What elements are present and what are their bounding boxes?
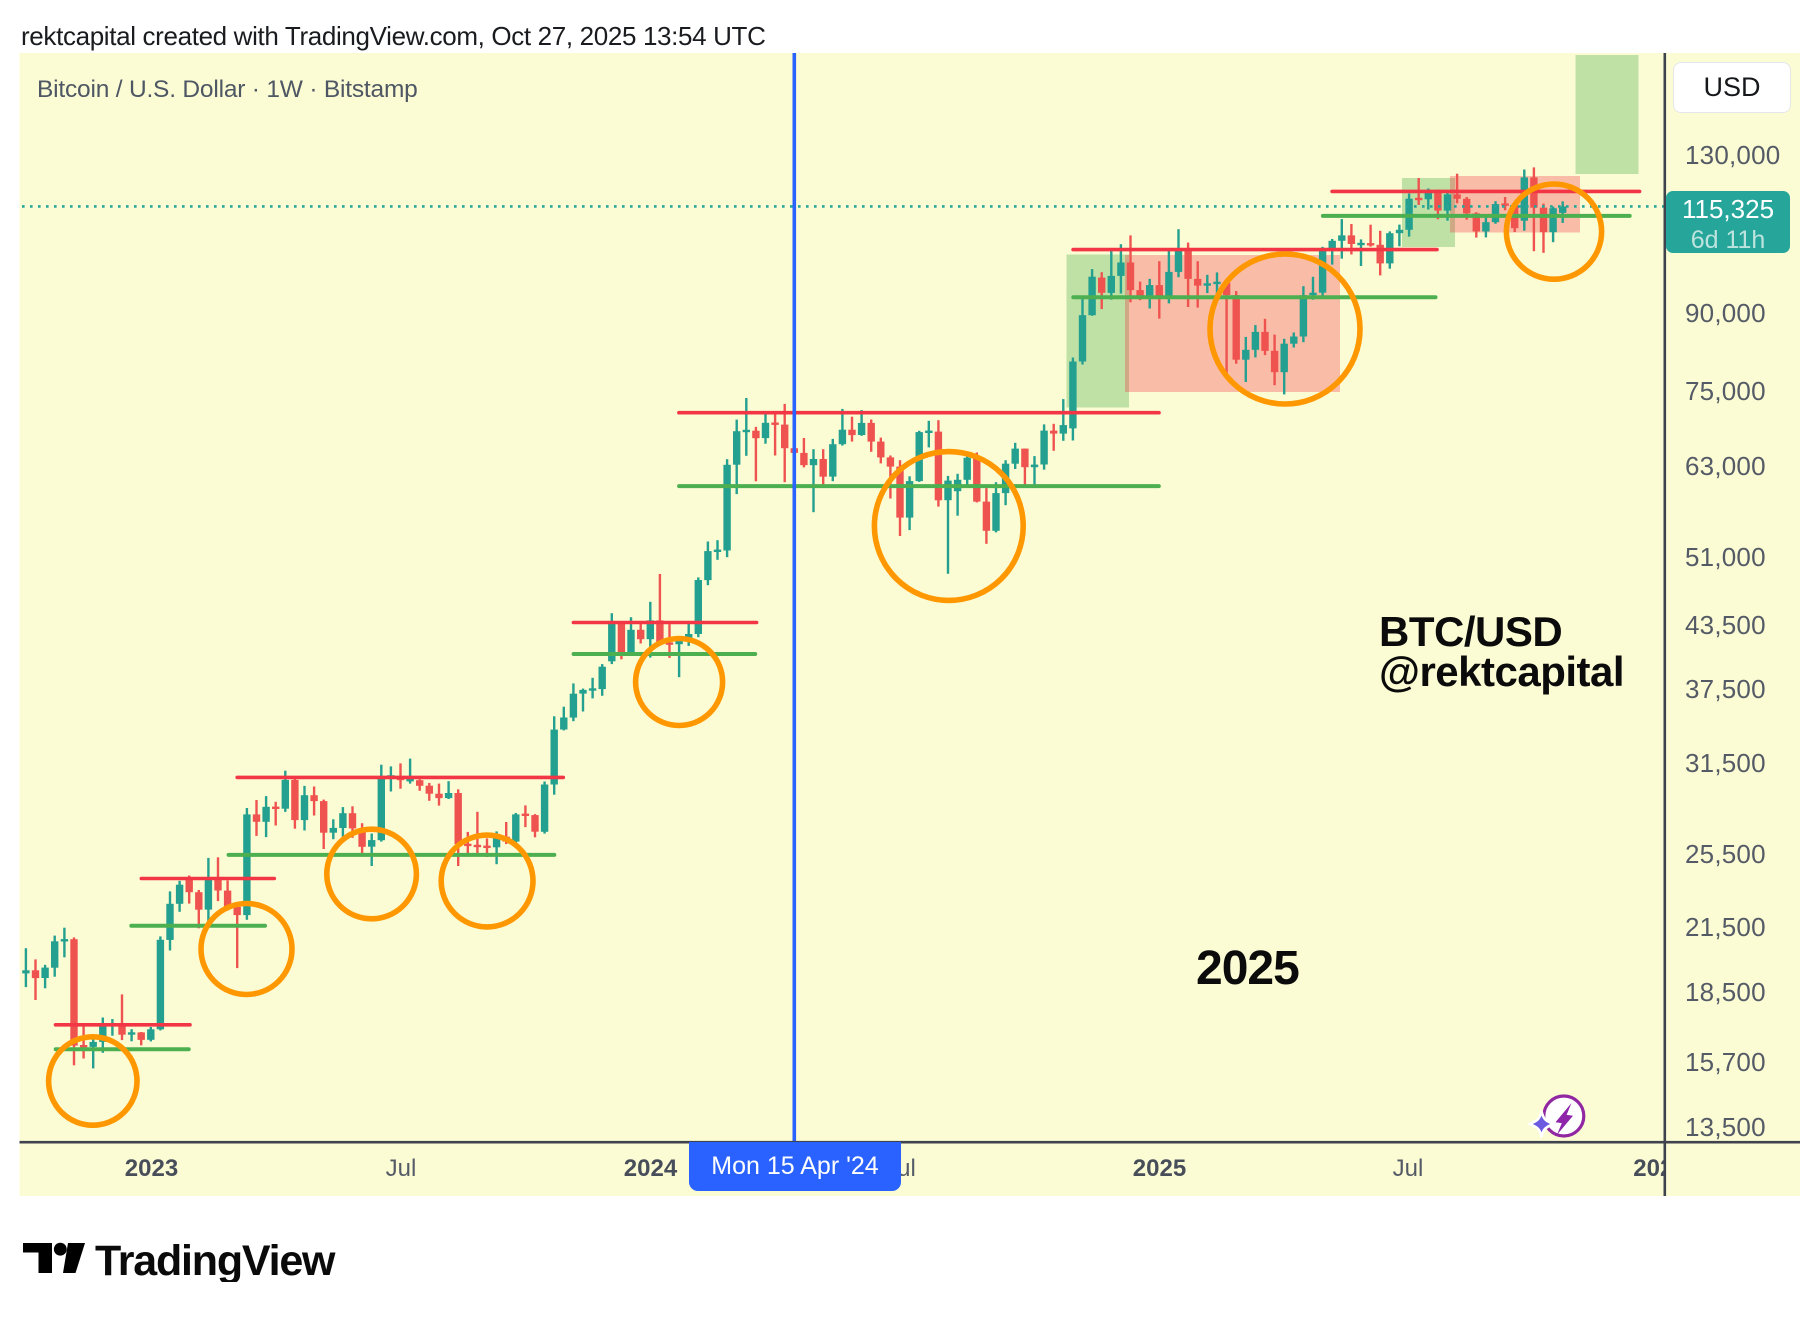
svg-text:TradingView: TradingView bbox=[95, 1237, 336, 1282]
